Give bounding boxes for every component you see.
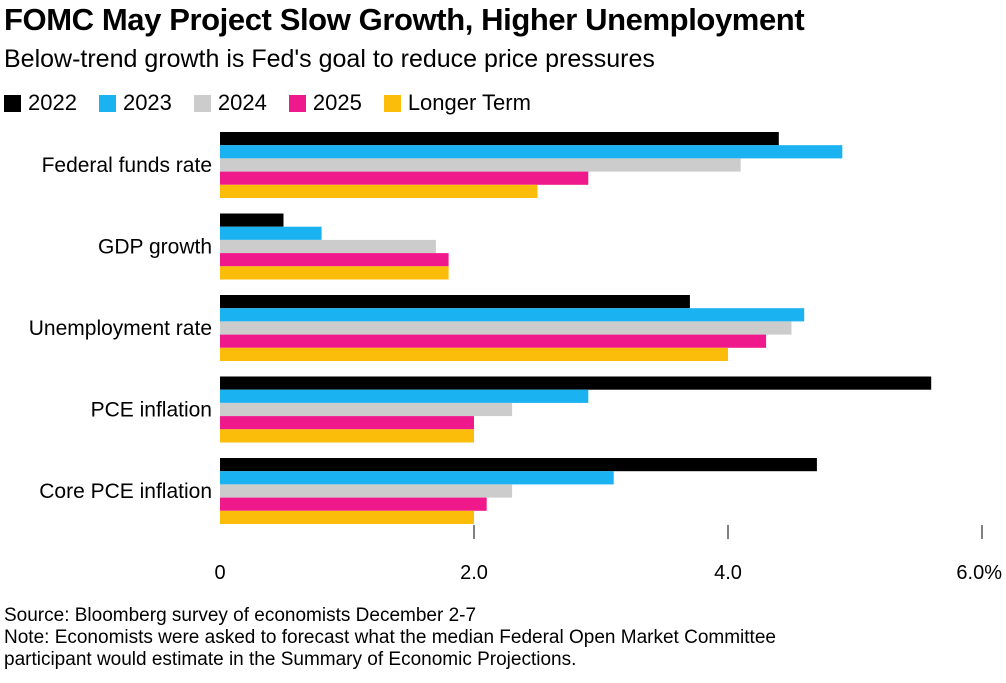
legend-label: Longer Term: [407, 90, 531, 115]
x-tick-label: 0: [214, 562, 225, 584]
bar: [220, 458, 817, 472]
bar: [220, 132, 779, 146]
bar: [220, 158, 741, 172]
bar: [220, 295, 690, 309]
bar: [220, 497, 487, 511]
legend-label: 2024: [217, 90, 267, 115]
bar: [220, 402, 513, 417]
bar: [220, 321, 792, 335]
legend-swatch: [4, 94, 21, 112]
note-line-1: Note: Economists were asked to forecast …: [4, 627, 776, 648]
bar: [220, 226, 322, 240]
legend-swatch: [288, 94, 306, 112]
bar: [220, 266, 449, 280]
bar: [220, 471, 614, 485]
bar: [220, 416, 474, 430]
chart-footer: Source: Bloomberg survey of economists D…: [4, 605, 776, 671]
legend-item: 2025: [288, 90, 362, 116]
bar: [220, 308, 805, 322]
legend-item: 2024: [193, 90, 267, 116]
legend-item: Longer Term: [383, 90, 531, 116]
legend-swatch: [98, 94, 116, 112]
x-tick-label: 6.0%: [956, 562, 1002, 584]
category-label: Federal funds rate: [42, 154, 212, 177]
note-line-2: participant would estimate in the Summar…: [4, 649, 577, 670]
bar: [220, 484, 513, 498]
bar-chart: Federal funds rate GDP growth Unemployment…: [29, 132, 1002, 584]
x-tick-label: 4.0: [714, 562, 742, 584]
bar: [220, 389, 589, 403]
category-label: Core PCE inflation: [39, 480, 212, 503]
bar: [220, 334, 767, 348]
bar: [220, 429, 474, 443]
category-label: GDP growth: [98, 236, 212, 259]
source-note: Source: Bloomberg survey of economists D…: [4, 605, 477, 626]
chart-legend: 2022 2023 2024 2025 Longer Term: [4, 90, 553, 116]
bar: [220, 347, 728, 361]
bar: [220, 171, 589, 185]
legend-item: 2023: [98, 90, 172, 116]
bar: [220, 253, 449, 267]
bar: [220, 239, 436, 254]
legend-label: 2023: [122, 90, 172, 115]
category-label: PCE inflation: [91, 399, 212, 422]
legend-swatch: [383, 94, 401, 112]
chart-subtitle: Below-trend growth is Fed's goal to redu…: [4, 45, 655, 73]
bar: [220, 213, 284, 227]
legend-item: 2022: [4, 90, 77, 116]
bar: [220, 184, 538, 198]
legend-label: 2025: [312, 90, 362, 115]
legend-label: 2022: [28, 90, 77, 115]
legend-swatch: [193, 94, 211, 112]
bar: [220, 145, 843, 159]
bar: [220, 376, 932, 390]
chart-title: FOMC May Project Slow Growth, Higher Une…: [4, 2, 805, 37]
bar: [220, 510, 474, 524]
x-tick-label: 2.0: [460, 562, 488, 584]
category-label: Unemployment rate: [29, 317, 212, 340]
